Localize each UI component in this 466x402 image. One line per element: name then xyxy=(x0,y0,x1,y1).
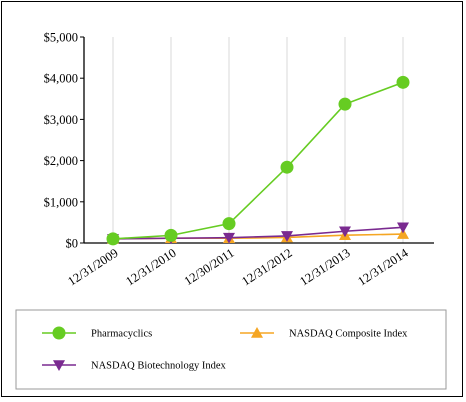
series-2 xyxy=(107,222,409,245)
data-point-triangle-up xyxy=(397,228,409,239)
y-tick-label: $0 xyxy=(66,237,79,251)
legend-label: Pharmacyclics xyxy=(91,329,152,340)
series-line xyxy=(112,226,404,240)
data-point-circle xyxy=(106,232,120,246)
data-point-triangle-down xyxy=(53,360,65,371)
x-tick-label: 12/31/2013 xyxy=(297,246,352,289)
legend-item: Pharmacyclics xyxy=(42,326,152,340)
x-tick-label: 12/31/2014 xyxy=(355,245,411,288)
data-point-triangle-up xyxy=(251,327,263,338)
legend-label: NASDAQ Composite Index xyxy=(289,329,408,340)
y-tick-label: $2,000 xyxy=(44,154,78,168)
x-tick-label: 12/31/2010 xyxy=(123,246,178,289)
data-point-circle xyxy=(222,217,236,231)
y-tick-label: $4,000 xyxy=(44,72,78,86)
data-point-circle xyxy=(280,160,294,174)
y-tick-label: $3,000 xyxy=(44,113,78,127)
data-point-circle xyxy=(164,228,178,242)
x-tick-label: 12/31/2009 xyxy=(65,246,120,289)
data-point-triangle-down xyxy=(281,231,293,242)
chart-frame: $0 $1,000 $2,000 $3,000 $4,000 $5,000 12/31/2… xyxy=(1,1,463,397)
x-tick-label: 12/30/2011 xyxy=(182,246,237,289)
x-tick-label: 12/31/2012 xyxy=(239,246,294,289)
legend-item: NASDAQ Composite Index xyxy=(240,327,408,340)
legend-item: NASDAQ Biotechnology Index xyxy=(42,360,226,372)
data-point-circle xyxy=(396,75,410,89)
legend-box xyxy=(15,309,447,390)
series-0 xyxy=(106,75,410,246)
y-tick-label: $5,000 xyxy=(44,31,78,45)
data-point-triangle-down xyxy=(397,222,409,234)
series-line xyxy=(112,81,404,240)
y-tick-label: $1,000 xyxy=(44,195,78,209)
data-point-circle xyxy=(338,97,352,111)
data-point-triangle-down xyxy=(339,226,351,238)
data-point-circle xyxy=(52,326,66,340)
legend-label: NASDAQ Biotechnology Index xyxy=(91,361,226,372)
data-point-triangle-down xyxy=(223,232,235,244)
